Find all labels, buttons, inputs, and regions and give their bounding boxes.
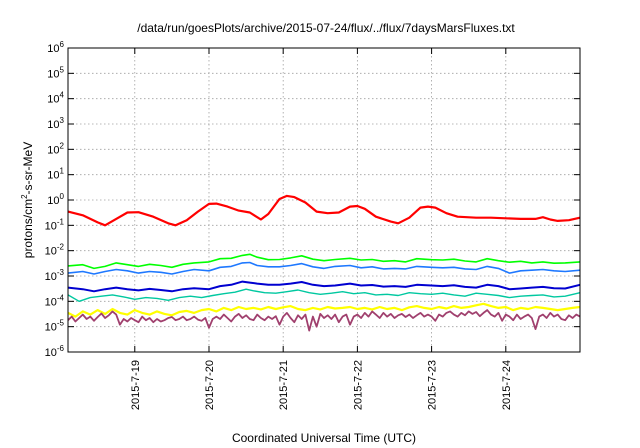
series-line-3	[67, 261, 581, 275]
chart-title: /data/run/goesPlots/archive/2015-07-24/f…	[137, 21, 515, 35]
plot-frame	[67, 47, 581, 353]
series-line-5	[67, 288, 581, 302]
y-tick-exp: 6	[60, 40, 65, 49]
y-tick-base: 10	[47, 144, 59, 156]
y-tick-exp: 1	[60, 167, 65, 176]
y-tick-label: 102	[47, 141, 64, 156]
y-tick-base: 10	[45, 322, 57, 334]
y-tick-base: 10	[45, 271, 57, 283]
x-axis-label: Coordinated Universal Time (UTC)	[232, 431, 416, 445]
y-tick-base: 10	[45, 220, 57, 232]
series-line-7	[67, 309, 581, 332]
y-tick-base: 10	[47, 195, 59, 207]
y-axis-label-tail: -s-sr-MeV	[21, 142, 35, 195]
y-tick-exp: -6	[57, 344, 65, 353]
x-tick-label: 2015-7-20	[204, 360, 216, 410]
y-tick-exp: 4	[60, 91, 65, 100]
y-tick-exp: -2	[57, 243, 65, 252]
y-tick-base: 10	[45, 296, 57, 308]
y-tick-label: 103	[47, 116, 64, 131]
y-tick-base: 10	[47, 68, 59, 80]
series-layer	[67, 194, 581, 332]
y-tick-base: 10	[47, 119, 59, 131]
y-axis-label: protons/cm2-s-sr-MeV	[20, 142, 35, 258]
y-tick-label: 10-4	[45, 293, 65, 308]
y-axis-label-base: protons/cm	[21, 199, 35, 258]
x-tick-label: 2015-7-23	[427, 360, 439, 410]
y-tick-exp: -3	[57, 268, 65, 277]
y-tick-label: 105	[47, 65, 64, 80]
series-line-2	[67, 253, 581, 270]
y-tick-label: 101	[47, 167, 64, 182]
y-tick-label: 10-6	[45, 344, 65, 359]
x-tick-label: 2015-7-21	[278, 360, 290, 410]
y-tick-base: 10	[47, 170, 59, 182]
x-tick-label: 2015-7-24	[501, 360, 513, 410]
y-axis-label-exp: 2	[20, 194, 29, 199]
x-tick-label: 2015-7-19	[130, 360, 142, 410]
y-tick-label: 100	[47, 192, 64, 207]
y-tick-label: 10-1	[45, 217, 65, 232]
series-line-1	[67, 194, 581, 227]
y-tick-label: 10-2	[45, 243, 65, 258]
y-tick-base: 10	[47, 94, 59, 106]
grid-lines	[68, 48, 580, 352]
y-tick-exp: 0	[60, 192, 65, 201]
series-line-6	[67, 302, 581, 318]
y-tick-exp: -5	[57, 319, 65, 328]
x-axis: 2015-7-19 2015-7-20 2015-7-21 2015-7-22 2015…	[130, 48, 513, 410]
y-axis: 10610510410310210110010-110-210-310-410-…	[45, 40, 580, 359]
y-tick-exp: 2	[60, 141, 65, 150]
y-tick-exp: 5	[60, 65, 65, 74]
y-tick-base: 10	[47, 43, 59, 55]
y-tick-base: 10	[45, 246, 57, 258]
y-tick-label: 10-5	[45, 319, 65, 334]
y-tick-exp: -1	[57, 217, 65, 226]
series-line-4	[67, 280, 581, 293]
y-tick-exp: -4	[57, 293, 65, 302]
y-tick-exp: 3	[60, 116, 65, 125]
y-tick-label: 106	[47, 40, 64, 55]
y-tick-label: 10-3	[45, 268, 65, 283]
x-tick-label: 2015-7-22	[352, 360, 364, 410]
y-tick-base: 10	[45, 347, 57, 359]
y-tick-label: 104	[47, 91, 64, 106]
